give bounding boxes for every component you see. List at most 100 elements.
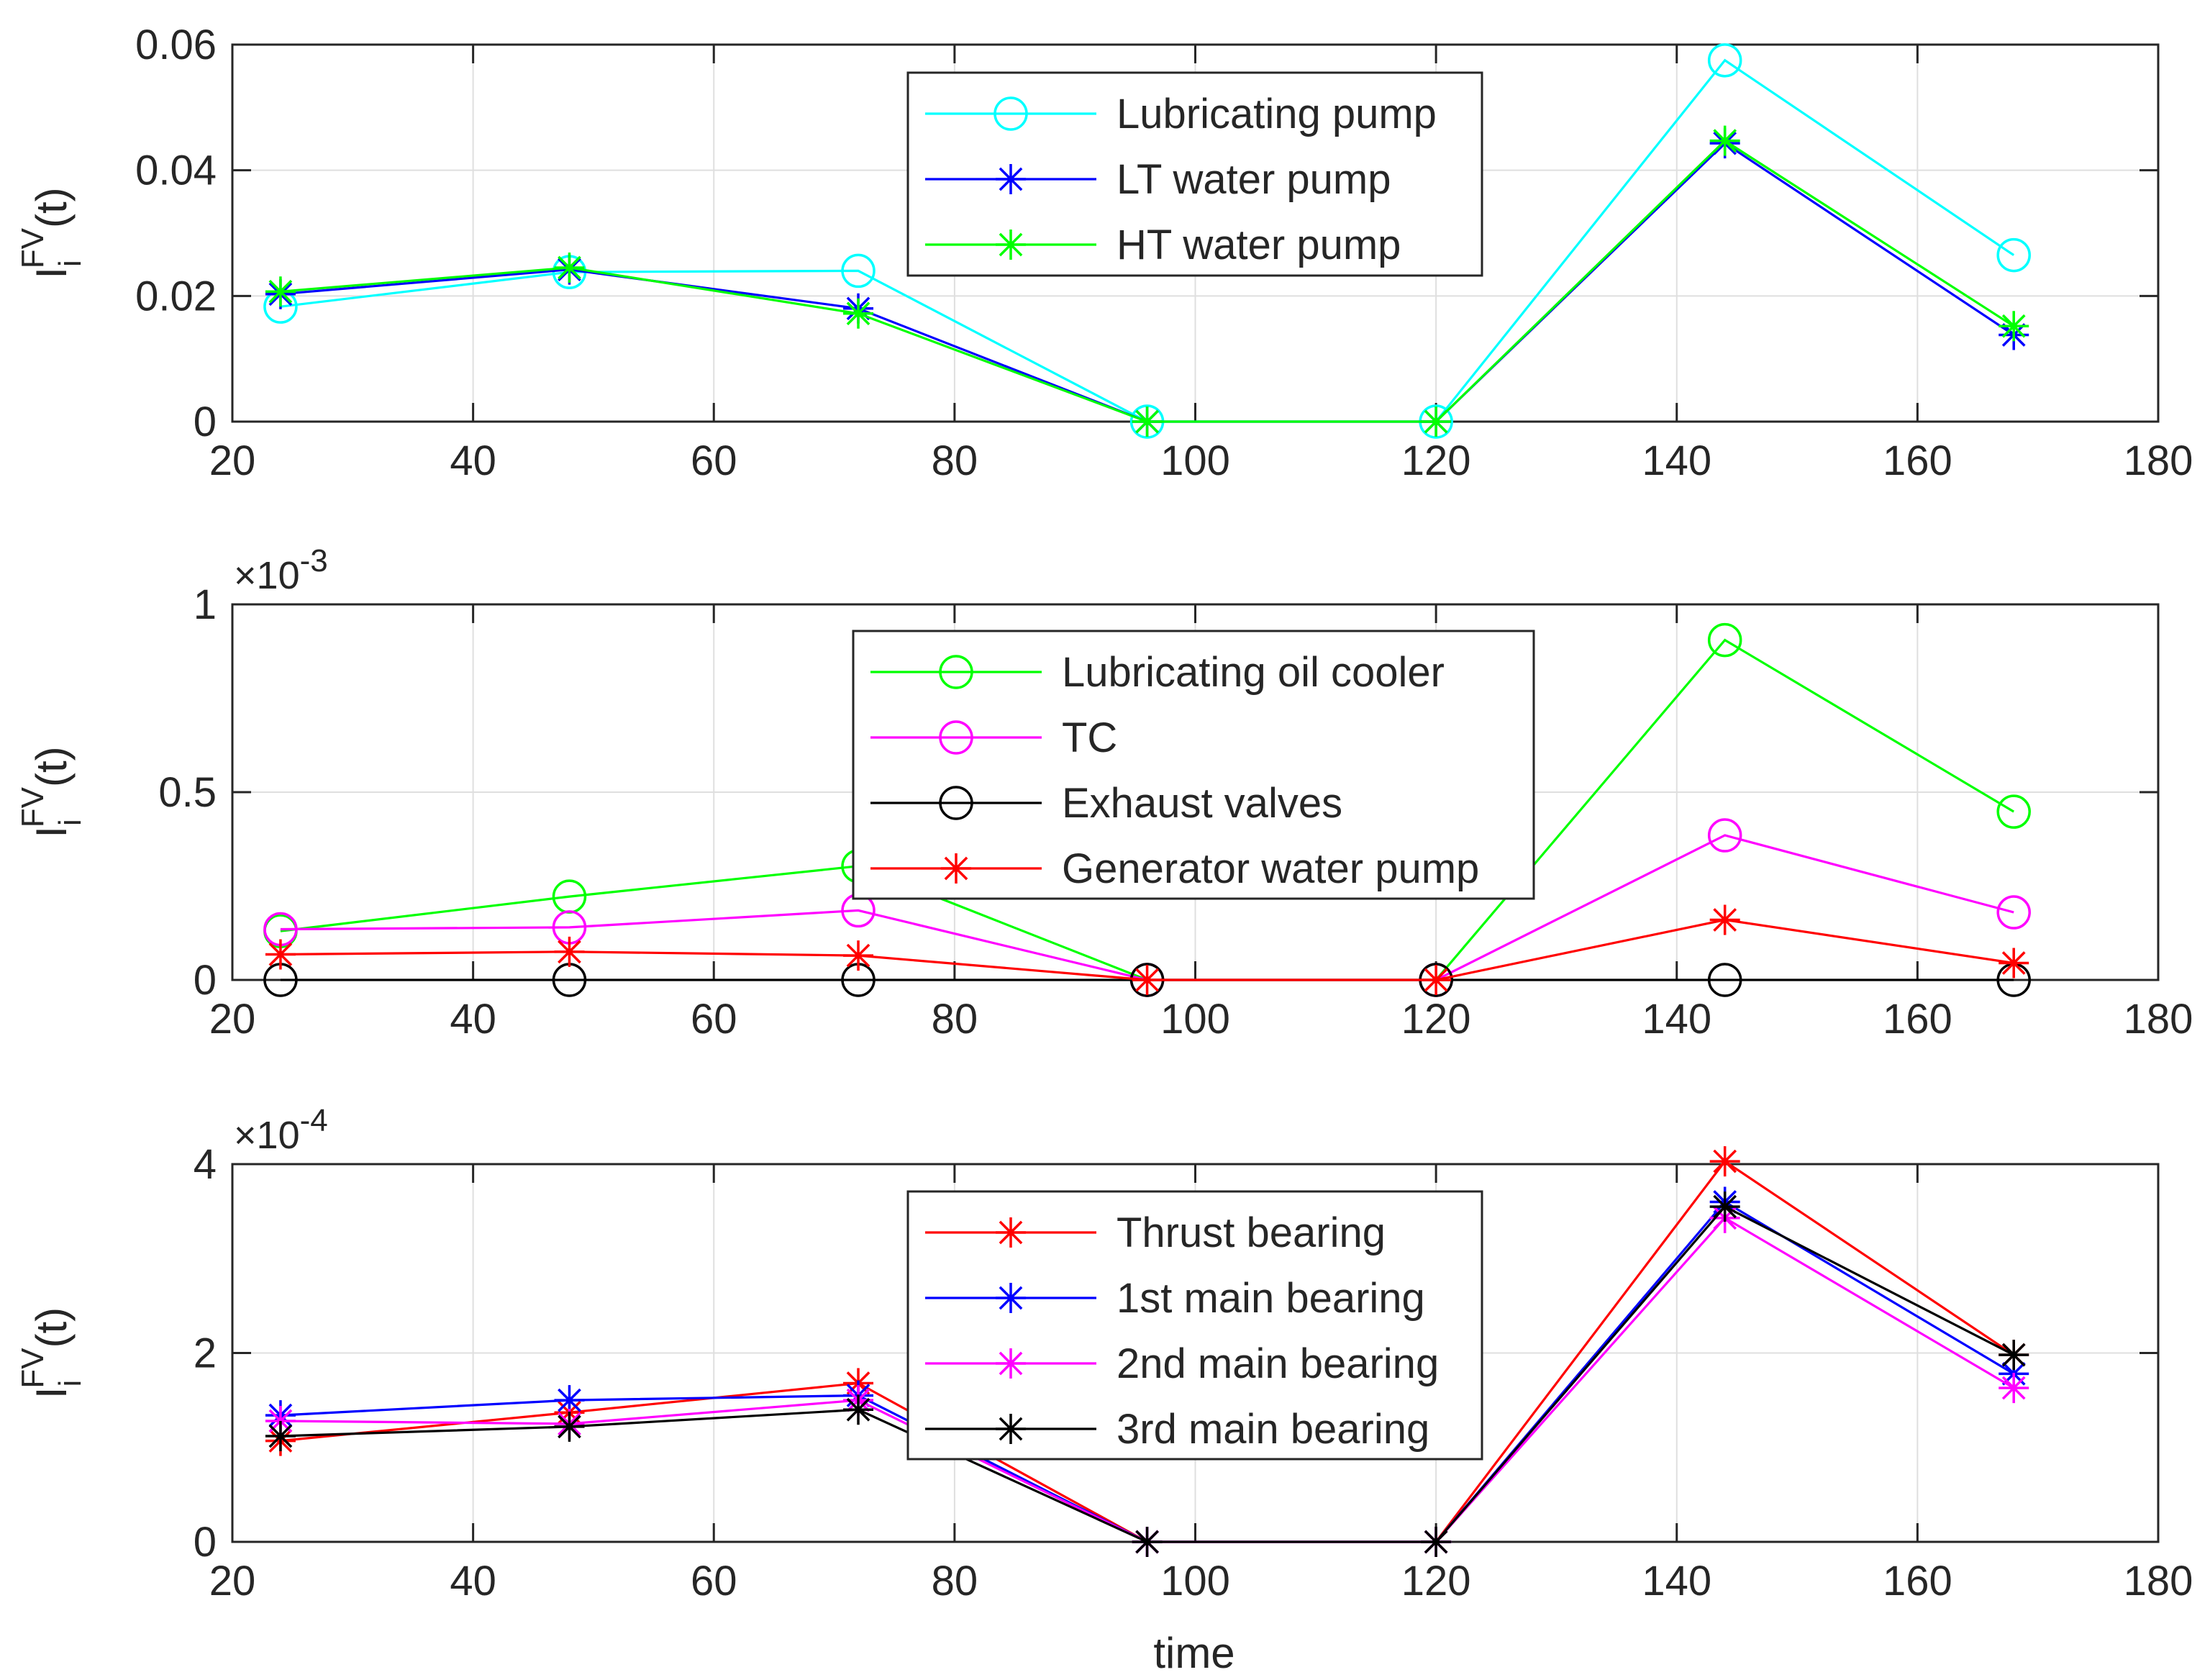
legend-label: 2nd main bearing [1117, 1340, 1439, 1387]
data-point [1998, 1373, 2029, 1404]
legend-label: Exhaust valves [1062, 780, 1342, 827]
y-tick-label: 0.04 [135, 147, 217, 194]
x-tick-label: 40 [450, 437, 496, 484]
data-point [554, 936, 585, 967]
data-point [554, 1385, 585, 1416]
x-tick-label: 20 [209, 1558, 256, 1604]
x-tick-label: 120 [1401, 996, 1471, 1043]
data-point [1998, 1340, 2029, 1371]
data-point [1707, 43, 1742, 78]
legend-box [906, 1190, 1483, 1461]
legend-marker [996, 1414, 1026, 1444]
x-tick-label: 180 [2124, 996, 2193, 1043]
y-exponent-label: ×10-4 [234, 1103, 328, 1157]
x-tick-label: 80 [932, 1558, 978, 1604]
legend-label: Thrust bearing [1117, 1209, 1386, 1256]
data-point [1709, 904, 1740, 935]
y-tick-label: 0.06 [135, 22, 217, 68]
exponent-base: ×10 [234, 1114, 300, 1157]
data-point [1707, 818, 1742, 853]
legend-marker [996, 1348, 1026, 1379]
y-label-subscript: i [53, 260, 88, 267]
legend-box [906, 71, 1483, 277]
data-point [1421, 407, 1452, 437]
data-point [1998, 948, 2029, 979]
data-point [841, 253, 876, 289]
exponent-power: -3 [300, 543, 328, 578]
x-tick-label: 80 [932, 996, 978, 1043]
data-point [1998, 311, 2029, 342]
y-exponent-label: ×10-3 [234, 543, 328, 597]
legend-marker [939, 655, 973, 689]
data-point [1996, 794, 2031, 829]
y-label-argument: (t) [27, 746, 76, 787]
y-tick-label: 1 [194, 581, 217, 628]
legend-label: 3rd main bearing [1117, 1406, 1429, 1453]
x-tick-label: 180 [2124, 437, 2193, 484]
y-label-subscript: i [53, 819, 88, 826]
x-tick-label: 60 [691, 1558, 737, 1604]
data-point [1132, 1527, 1163, 1557]
legend-marker [939, 786, 973, 820]
x-tick-label: 60 [691, 437, 737, 484]
y-label-argument: (t) [27, 1307, 76, 1348]
data-point [1709, 1191, 1740, 1222]
legend-label: LT water pump [1117, 156, 1391, 203]
legend-marker [996, 230, 1026, 260]
x-tick-label: 100 [1160, 996, 1230, 1043]
exponent-power: -4 [300, 1103, 328, 1138]
y-tick-label: 0 [194, 1519, 217, 1566]
data-point [1421, 965, 1452, 995]
legend-marker [996, 164, 1026, 194]
legend-marker [996, 1217, 1026, 1248]
legend-marker [993, 96, 1028, 131]
y-label-base: I [27, 267, 76, 279]
y-label-subscript: i [53, 1380, 88, 1387]
data-point [1132, 407, 1163, 437]
y-label-superscript: FV [15, 1348, 50, 1389]
data-point [554, 253, 585, 283]
y-axis-label: IiFV(t) [15, 746, 88, 837]
x-tick-label: 140 [1642, 1558, 1711, 1604]
data-point [1996, 895, 2031, 930]
y-label-base: I [27, 1386, 76, 1399]
x-tick-label: 60 [691, 996, 737, 1043]
subplot-2: 20 40 60 80 100 120 140 160 180 0 0.5 1 ×10-3 IiFV(t)… [15, 543, 2193, 1043]
y-tick-label: 2 [194, 1330, 217, 1377]
x-tick-label: 140 [1642, 996, 1711, 1043]
y-tick-label: 0 [194, 399, 217, 445]
legend-label: Lubricating oil cooler [1062, 649, 1445, 696]
data-point [1709, 125, 1740, 156]
data-point [265, 939, 296, 970]
x-tick-label: 120 [1401, 1558, 1471, 1604]
data-point [1996, 237, 2031, 273]
exponent-base: ×10 [234, 554, 300, 597]
data-point [554, 1411, 585, 1442]
x-tick-label: 100 [1160, 437, 1230, 484]
y-label-superscript: FV [15, 786, 50, 827]
y-axis-label: IiFV(t) [15, 187, 88, 278]
y-tick-label: 0 [194, 957, 217, 1004]
legend-marker [996, 1283, 1026, 1313]
data-point [843, 940, 874, 971]
subplot-3: 20 40 60 80 100 120 140 160 180 0 2 4 ×10-4 IiFV(t) Th… [15, 1103, 2193, 1604]
legend-label: HT water pump [1117, 222, 1401, 268]
y-label-argument: (t) [27, 187, 76, 228]
legend-box [852, 630, 1535, 900]
y-label-superscript: FV [15, 227, 50, 268]
legend-label: Lubricating pump [1117, 91, 1437, 137]
y-tick-label: 0.5 [158, 769, 217, 816]
x-tick-label: 80 [932, 437, 978, 484]
data-point [1707, 622, 1742, 658]
x-tick-label: 120 [1401, 437, 1471, 484]
x-tick-label: 160 [1883, 437, 1952, 484]
x-tick-label: 100 [1160, 1558, 1230, 1604]
x-tick-label: 160 [1883, 996, 1952, 1043]
legend-marker [939, 720, 973, 755]
legend-label: TC [1062, 714, 1117, 761]
x-tick-label: 140 [1642, 437, 1711, 484]
legend-marker [941, 853, 971, 884]
data-point [843, 298, 874, 329]
x-tick-label: 180 [2124, 1558, 2193, 1604]
